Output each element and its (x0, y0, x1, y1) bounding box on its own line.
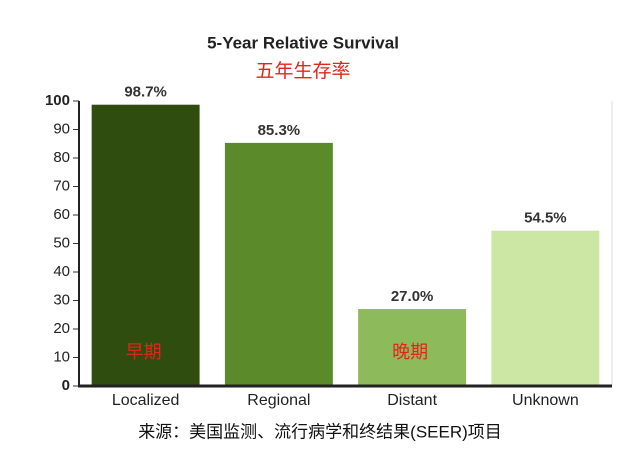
y-tick-label: 70 (53, 177, 70, 194)
annotation: 晚期 (392, 342, 428, 362)
y-tick-label: 50 (53, 234, 70, 251)
value-label: 27.0% (391, 288, 434, 305)
y-tick-label: 80 (53, 149, 70, 166)
bar (224, 142, 333, 386)
y-tick-label: 10 (53, 348, 70, 365)
y-tick-label: 0 (62, 377, 70, 394)
x-tick-label: Localized (112, 392, 180, 409)
bar (491, 230, 600, 386)
annotation: 早期 (126, 342, 162, 362)
x-tick-label: Distant (387, 392, 437, 409)
chart-title: 5-Year Relative Survival (207, 33, 399, 52)
source-note: 来源：美国监测、流行病学和终结果(SEER)项目 (138, 422, 502, 441)
value-label: 85.3% (258, 122, 301, 139)
y-tick-label: 60 (53, 206, 70, 223)
x-tick-label: Regional (247, 392, 310, 409)
y-tick-label: 30 (53, 291, 70, 308)
bar (358, 309, 467, 386)
bar (91, 104, 200, 386)
value-label: 54.5% (524, 210, 567, 227)
y-tick-label: 40 (53, 263, 70, 280)
value-label: 98.7% (124, 84, 167, 101)
y-tick-label: 20 (53, 320, 70, 337)
y-tick-label: 100 (45, 92, 70, 109)
x-tick-label: Unknown (512, 392, 579, 409)
y-tick-label: 90 (53, 120, 70, 137)
chart-subtitle: 五年生存率 (255, 60, 350, 82)
